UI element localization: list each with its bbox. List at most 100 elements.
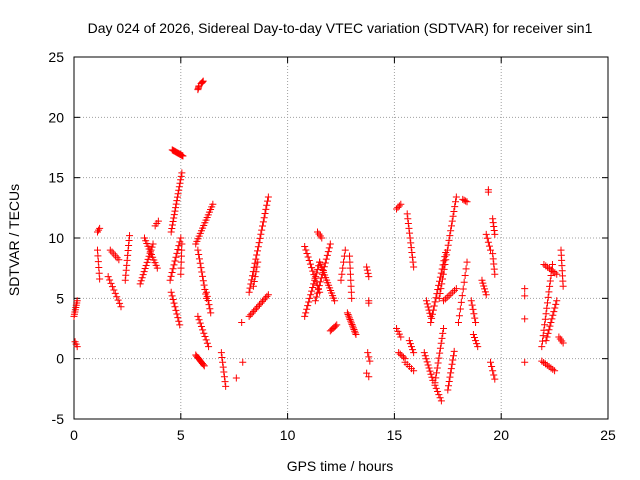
- data-point: [325, 244, 333, 252]
- data-point: [175, 183, 183, 191]
- data-point: [308, 264, 316, 272]
- data-point: [304, 253, 312, 261]
- data-point: [434, 387, 442, 395]
- data-point: [340, 258, 348, 266]
- data-point: [257, 230, 265, 238]
- data-point: [474, 343, 482, 351]
- data-point: [258, 226, 266, 234]
- data-point: [348, 294, 356, 302]
- data-point: [322, 255, 330, 263]
- data-point: [171, 303, 179, 311]
- data-point: [263, 292, 271, 300]
- data-point: [399, 353, 407, 361]
- data-point: [489, 367, 497, 375]
- data-point: [346, 258, 354, 266]
- x-tick-label: 15: [387, 427, 403, 443]
- data-point: [485, 242, 493, 250]
- data-point: [407, 343, 415, 351]
- data-point: [178, 240, 186, 248]
- data-point: [199, 326, 207, 334]
- data-point: [312, 293, 320, 301]
- data-point: [521, 315, 529, 323]
- x-tick-label: 0: [70, 427, 78, 443]
- data-point: [177, 252, 185, 260]
- data-point: [481, 285, 489, 293]
- data-point: [428, 310, 436, 318]
- data-point: [406, 234, 414, 242]
- data-point: [449, 356, 457, 364]
- data-point: [543, 333, 551, 341]
- data-point: [307, 291, 315, 299]
- data-point: [541, 360, 549, 368]
- data-point: [540, 261, 548, 269]
- data-point: [546, 322, 554, 330]
- data-point: [143, 258, 151, 266]
- data-point: [545, 265, 553, 273]
- data-point: [483, 234, 491, 242]
- data-point: [256, 301, 264, 309]
- data-point: [138, 274, 146, 282]
- data-point: [395, 349, 403, 357]
- data-point: [309, 283, 317, 291]
- data-point: [346, 252, 354, 260]
- data-point: [177, 264, 185, 272]
- data-point: [541, 321, 549, 329]
- data-point: [406, 340, 414, 348]
- data-point: [176, 321, 184, 329]
- data-point: [452, 285, 460, 293]
- data-point: [431, 298, 439, 306]
- data-point: [472, 318, 480, 326]
- data-point: [545, 363, 553, 371]
- data-point: [317, 274, 325, 282]
- data-point: [441, 253, 449, 261]
- data-point: [440, 265, 448, 273]
- data-point: [346, 264, 354, 272]
- data-point: [347, 276, 355, 284]
- data-point: [321, 259, 329, 267]
- data-point: [169, 296, 177, 304]
- data-point: [206, 305, 214, 313]
- data-point: [462, 197, 470, 205]
- data-point: [252, 268, 260, 276]
- data-point: [203, 339, 211, 347]
- data-point: [153, 264, 161, 272]
- data-point: [547, 266, 555, 274]
- data-points: [70, 77, 567, 405]
- data-point: [422, 355, 430, 363]
- data-point: [345, 314, 353, 322]
- data-point: [346, 315, 354, 323]
- data-point: [167, 288, 175, 296]
- data-point: [333, 321, 341, 329]
- data-point: [173, 197, 181, 205]
- data-point: [487, 246, 495, 254]
- data-point: [309, 267, 317, 275]
- data-point: [254, 302, 262, 310]
- data-point: [306, 294, 314, 302]
- data-point: [172, 204, 180, 212]
- data-point: [338, 270, 346, 278]
- data-point: [437, 285, 445, 293]
- data-point: [313, 289, 321, 297]
- data-point: [346, 270, 354, 278]
- data-point: [345, 312, 353, 320]
- data-point: [172, 306, 180, 314]
- data-point: [320, 263, 328, 271]
- data-point: [521, 358, 529, 366]
- data-point: [107, 279, 115, 287]
- data-point: [544, 263, 552, 271]
- data-point: [546, 277, 554, 285]
- data-point: [140, 268, 148, 276]
- data-point: [409, 258, 417, 266]
- data-point: [438, 280, 446, 288]
- axis-tick-labels: 0 5 10 15 20 25 -5 0 5 10 15 20 25: [48, 49, 616, 443]
- data-point: [198, 79, 206, 87]
- data-point: [177, 172, 185, 180]
- data-point: [311, 297, 319, 305]
- data-point: [443, 293, 451, 301]
- data-point: [472, 337, 480, 345]
- data-point: [445, 377, 453, 385]
- data-point: [424, 361, 432, 369]
- data-point: [521, 292, 529, 300]
- data-point: [438, 334, 446, 342]
